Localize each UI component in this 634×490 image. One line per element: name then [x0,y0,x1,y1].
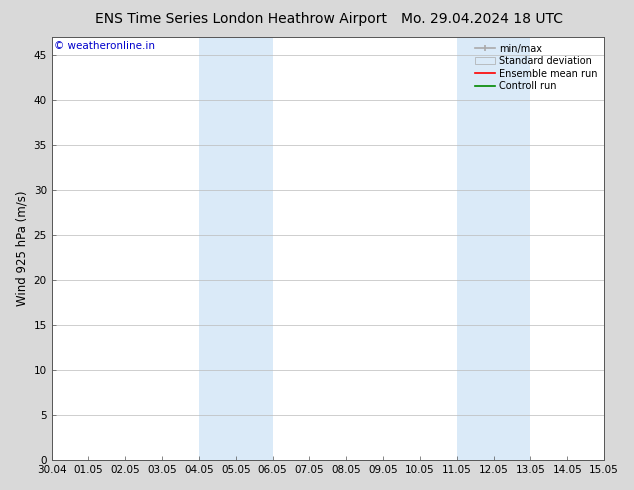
Text: ENS Time Series London Heathrow Airport: ENS Time Series London Heathrow Airport [95,12,387,26]
Y-axis label: Wind 925 hPa (m/s): Wind 925 hPa (m/s) [15,191,28,306]
Text: © weatheronline.in: © weatheronline.in [55,41,155,51]
Bar [199,37,273,460]
Text: Mo. 29.04.2024 18 UTC: Mo. 29.04.2024 18 UTC [401,12,563,26]
Legend: min/max, Standard deviation, Ensemble mean run, Controll run: min/max, Standard deviation, Ensemble me… [474,42,599,93]
Bar [457,37,531,460]
